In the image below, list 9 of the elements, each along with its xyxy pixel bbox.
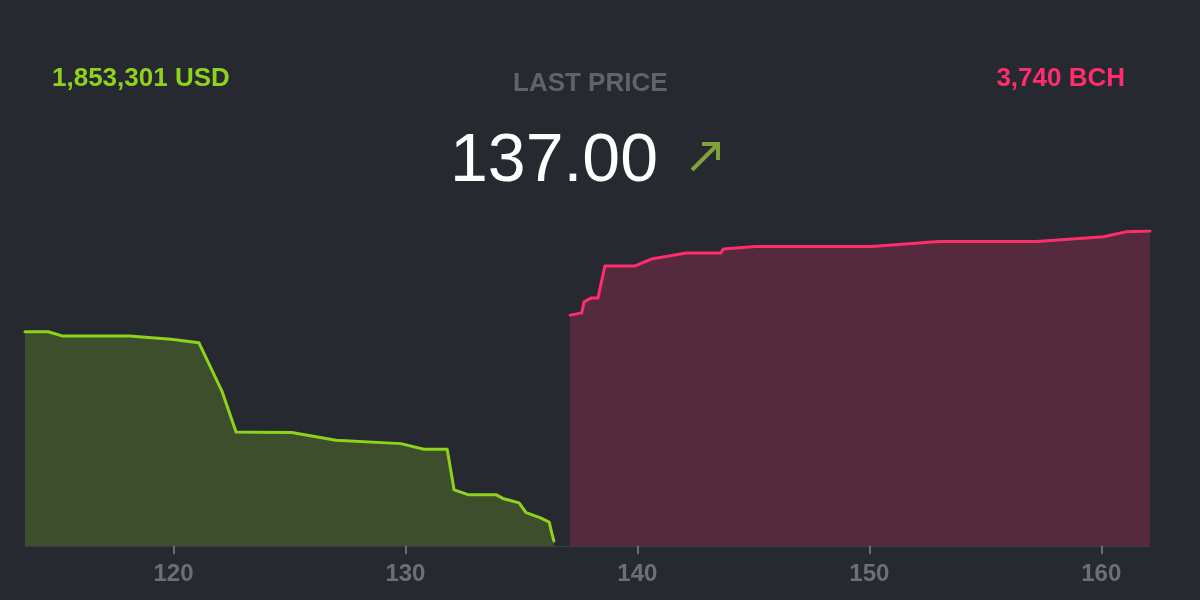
chart-title: LAST PRICE <box>513 67 668 97</box>
text: 1,853,301 USD <box>52 62 230 92</box>
x-tick-label: 140 <box>617 558 658 586</box>
chart-subtitle: 137.00 <box>450 119 658 195</box>
x-tick-label: 130 <box>385 558 426 586</box>
x-tick-label: 160 <box>1081 558 1122 586</box>
text: 3,740 BCH <box>996 62 1126 92</box>
x-tick-label: 150 <box>849 558 890 586</box>
x-tick-label: 120 <box>153 558 194 586</box>
